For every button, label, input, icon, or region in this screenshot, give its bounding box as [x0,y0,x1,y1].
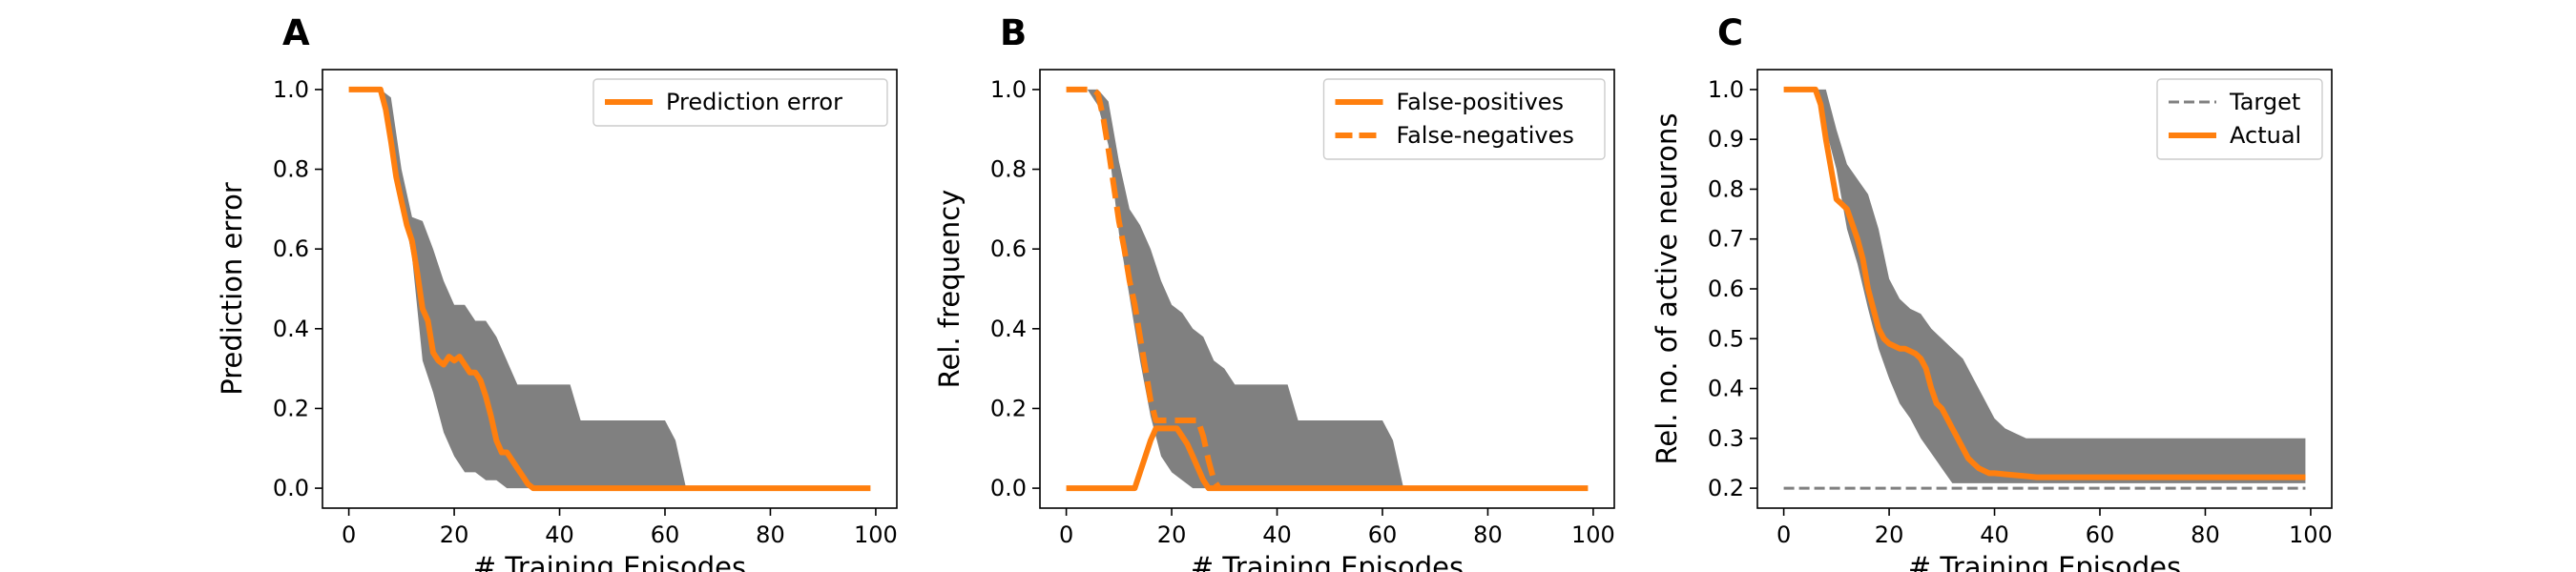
y-tick-label: 0.4 [990,316,1027,342]
y-axis-label: Rel. no. of active neurons [1651,113,1683,465]
y-tick-label: 0.8 [990,156,1027,183]
y-tick-label: 0.2 [990,395,1027,421]
x-tick-label: 20 [440,521,469,548]
uncertainty-band [1066,89,1589,489]
panel-letter: B [1000,12,1027,53]
x-tick-label: 80 [1473,521,1503,548]
y-tick-label: 1.0 [273,76,309,103]
y-tick-label: 0.8 [1708,175,1744,202]
x-tick-label: 80 [2191,521,2220,548]
legend-label: Target [2229,89,2300,115]
legend-label: Actual [2230,122,2301,149]
series-line-0 [348,86,871,492]
y-tick-label: 0.0 [273,475,309,501]
y-tick-label: 0.2 [1708,475,1744,501]
x-tick-label: 20 [1157,521,1187,548]
x-tick-label: 100 [2289,521,2333,548]
y-tick-label: 0.7 [1708,226,1744,253]
legend-label: Prediction error [666,89,842,115]
legend: Prediction error [592,78,888,127]
x-axis-label: # Training Episodes [1191,551,1464,572]
y-tick-label: 1.0 [1708,76,1744,103]
axes-frame [322,69,898,509]
y-tick-label: 0.6 [990,235,1027,262]
legend: Target Actual [2156,78,2323,160]
series-line-1 [1783,86,2306,480]
x-tick-label: 60 [1368,521,1398,548]
x-tick-label: 100 [1571,521,1615,548]
legend-box [592,78,888,127]
x-tick-label: 40 [1980,521,2009,548]
x-tick-label: 60 [651,521,680,548]
x-tick-label: 0 [1059,521,1073,548]
x-tick-label: 40 [1262,521,1292,548]
x-axis-label: # Training Episodes [1908,551,2181,572]
y-axis-label: Rel. frequency [933,190,966,389]
x-axis-label: # Training Episodes [473,551,746,572]
panel-letter: C [1717,12,1743,53]
x-tick-label: 80 [756,521,785,548]
legend-label: False-negatives [1397,122,1574,149]
panel-b: B 0 20 40 60 80 100 0.0 0.2 0.4 0.6 0.8 1.0 # Trainin… [933,12,1615,572]
y-tick-label: 0.8 [273,156,309,183]
legend: False-positives False-negatives [1322,78,1606,160]
y-tick-label: 1.0 [990,76,1027,103]
x-tick-label: 100 [854,521,898,548]
legend-box [2156,78,2323,160]
x-tick-label: 0 [1776,521,1791,548]
y-tick-label: 0.0 [990,475,1027,501]
y-tick-label: 0.4 [1708,376,1744,402]
y-tick-label: 0.9 [1708,126,1744,153]
uncertainty-band [1783,89,2306,483]
series-line-0 [1066,425,1589,492]
y-tick-label: 0.2 [273,395,309,421]
y-tick-label: 0.6 [273,235,309,262]
legend-label: False-positives [1397,89,1565,115]
series-line-1 [1066,86,1222,490]
x-tick-label: 40 [545,521,574,548]
panel-a: A 0 20 40 60 80 100 0.0 0.2 0.4 0.6 0.8 1.0 # Trainin… [216,12,898,572]
legend-box [1322,78,1606,160]
y-tick-label: 0.5 [1708,325,1744,352]
x-tick-label: 20 [1875,521,1904,548]
y-tick-label: 0.3 [1708,425,1744,452]
y-tick-label: 0.6 [1708,276,1744,302]
axes-frame [1039,69,1615,509]
y-tick-label: 0.4 [273,316,309,342]
x-tick-label: 60 [2086,521,2115,548]
x-tick-label: 0 [342,521,356,548]
y-axis-label: Prediction error [216,182,248,396]
panel-c: C 0 20 40 60 80 100 0.2 0.3 0.4 0.5 0.6 0.7 0.8 0.9 1.0… [1651,12,2333,572]
panel-letter: A [282,12,310,53]
uncertainty-band [348,89,871,489]
